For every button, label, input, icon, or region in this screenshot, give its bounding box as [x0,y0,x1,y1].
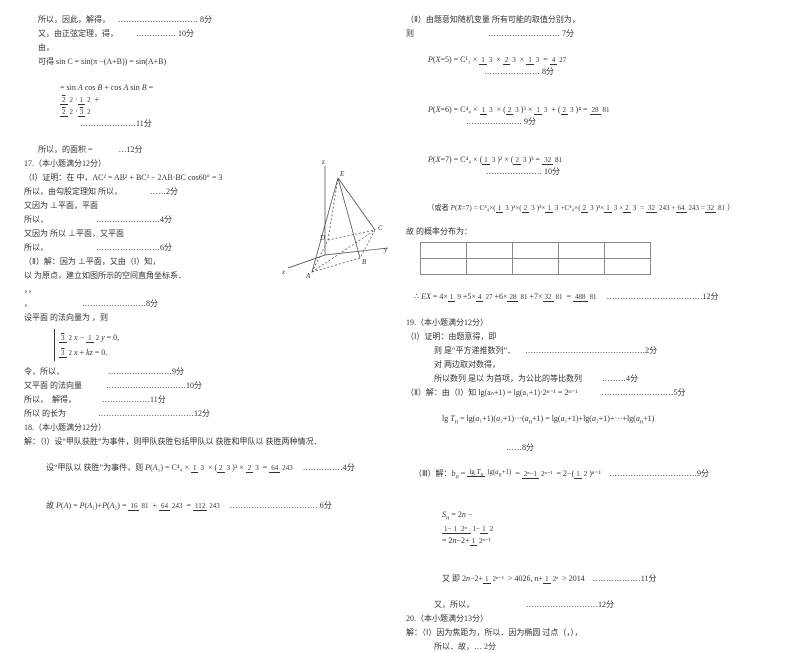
problem-heading: 20.（本小题满分13分） [406,613,776,625]
text-line: 所以 的长为 ………………………………12分 [24,408,394,420]
svg-text:E: E [339,170,345,178]
formula-line: 设“甲队以 获胜”为事件，则 P(A₁) = C⁴₄ × 13 × (23)³ … [24,450,394,486]
formula-line: 又 即 2n−2+12ⁿ⁻¹ > 4026, n+12ⁿ > 2014 …………… [406,561,776,597]
text-line: ， ……………………8分 [24,298,394,310]
formula-line: = sin A cos B + cos A sin B = 22·12 + 22… [24,70,394,142]
text-line: 解：（Ⅰ）因为焦距为，所以．因为椭圆 过点（，）， [406,627,776,639]
formula-line: P(X=6) = C⁴₄ × 13 × (23)³ × 13 + (23)⁴ =… [406,92,776,140]
formula-line: P(X=7) = C⁴₄ × (13)² × (23)³ = 3281 …………… [406,142,776,190]
problem-heading: 18.（本小题满分12分） [24,422,394,434]
text-line: 所以，的面积 = …12分 [24,144,394,156]
text-line: 又，所以， ………………………12分 [406,599,776,611]
svg-text:y: y [383,246,388,254]
svg-text:B: B [362,258,367,266]
text-line: 所以， 解得， ………………11分 [24,394,394,406]
text-line: 故 的概率分布为： [406,226,776,238]
text-line: （Ⅱ）由题意知随机变量 所有可能的取值分别为， [406,14,776,26]
pyramid-diagram: z y x E A B C D [280,160,390,280]
formula-line: （或者 P(X=7) = C⁴₄×(13)²×(23)³×13+C⁴₄×(23)… [406,192,776,224]
svg-text:x: x [281,268,286,276]
text-line: 解：（Ⅰ）设“甲队获胜”为事件，则甲队获胜包括甲队以 获胜和甲队以 获胜两种情况… [24,436,394,448]
formula-line: lg Tn = lg(a₁+1)(a₂+1)···(an+1) = lg(a₁+… [406,401,776,440]
formula-line: （Ⅲ）解：bn = lg Tnlg(an+1) = 2ⁿ−12ⁿ⁻¹ = 2−(… [406,456,776,495]
problem-heading: 19.（本小题满分12分） [406,317,776,329]
text-line: 所以数列 是以 为首项，为公比的等比数列 ………4分 [406,373,776,385]
text-line: 令，所以， ……………………9分 [24,366,394,378]
text-line: ……8分 [406,442,776,454]
text-line: 又平面 的法向量 …………………………10分 [24,380,394,392]
text-line: 设平面 的法向量为 ，则 [24,312,394,324]
text-line: 可得 sin C = sin(π −(A+B)) = sin(A+B) [24,56,394,68]
text-line: 所以，因此，解得， ………………………… 8分 [24,14,394,26]
text-line: 则 是“平方递推数列”． ………………………………………2分 [406,345,776,357]
text-line: 则 ……………………… 7分 [406,28,776,40]
svg-text:D: D [319,234,325,242]
svg-text:C: C [378,224,383,232]
text-line: （Ⅰ）证明：由题意得，即 [406,331,776,343]
text-line: 所以．故，… 2分 [406,641,776,653]
right-column: （Ⅱ）由题意知随机变量 所有可能的取值分别为， 则 ……………………… 7分 P… [400,12,782,554]
text-line: 又，由正弦定理，得， …………… 10分 [24,28,394,40]
distribution-table [420,242,651,275]
formula-line: Sn = 2n − 1−12ⁿ1−12 = 2n−2+12ⁿ⁻¹ [406,497,776,560]
formula-line: 故 P(A) = P(A₁)+P(A₂) = 1681 + 64243 = 11… [24,488,394,524]
formula-line: （Ⅱ）解：由（Ⅰ）知 lg(aₙ+1) = lg(a₁+1)·2ⁿ⁻¹ = 2ⁿ… [406,387,776,399]
normal-vector-system: 32x − 12y = 0, 32x + kz = 0. [54,329,119,361]
expectation-line: ∴ EX = 4×19+5×427+6×2881+7×3281 = 48881 … [406,279,776,315]
svg-text:z: z [321,160,325,166]
formula-line: P(X=5) = C¹₁ × 13 × 23 × 13 = 427 ………………… [406,42,776,90]
text-line: 对 两边取对数得， [406,359,776,371]
text-line: ，， [24,284,394,296]
left-column: 所以，因此，解得， ………………………… 8分 又，由正弦定理，得， ……………… [18,12,400,554]
svg-text:A: A [305,272,311,280]
text-line: 由， [24,42,394,54]
